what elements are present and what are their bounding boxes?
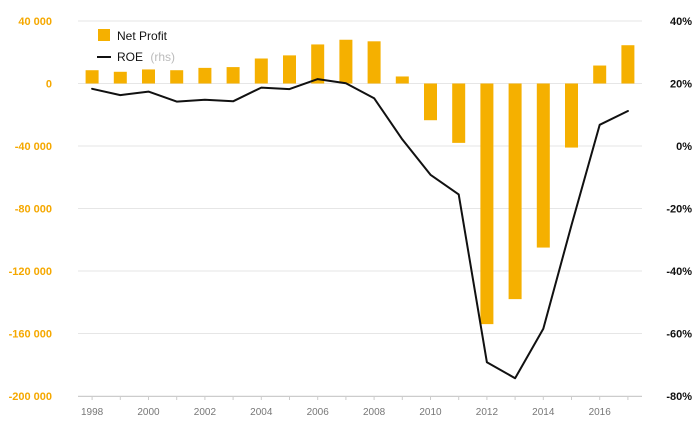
net-profit-bar — [508, 83, 522, 300]
net-profit-bar — [113, 71, 127, 84]
net-profit-bar — [85, 70, 99, 84]
right-axis-tick-label: -60% — [666, 329, 692, 341]
right-axis-tick-label: -20% — [666, 204, 692, 216]
x-axis-tick-label: 1998 — [81, 407, 104, 418]
left-axis-tick-label: -40 000 — [15, 141, 52, 153]
net-profit-bar — [480, 83, 494, 325]
x-axis-tick-label: 2002 — [194, 407, 217, 418]
right-axis-tick-label: 20% — [670, 79, 692, 91]
net-profit-bar — [395, 76, 409, 84]
legend: Net Profit ROE (rhs) — [97, 29, 175, 64]
net-profit-bar — [142, 69, 155, 84]
net-profit-bar — [254, 58, 268, 84]
net-profit-bar — [621, 45, 635, 84]
x-axis-tick-label: 2004 — [250, 407, 273, 418]
net-profit-bar — [339, 39, 353, 84]
net-profit-bar — [452, 83, 466, 143]
left-axis-tick-label: -80 000 — [15, 204, 52, 216]
left-axis-tick-label: -120 000 — [9, 266, 52, 278]
net-profit-bar — [565, 83, 578, 148]
legend-roe-suffix: (rhs) — [150, 50, 175, 64]
net-profit-bar — [198, 67, 212, 84]
legend-net-profit-label: Net Profit — [117, 29, 168, 43]
axes: 40 000 0 -40 000 -80 000 -120 000 -160 000 -20… — [9, 16, 693, 418]
x-axis-tick-label: 2016 — [589, 407, 612, 418]
x-axis-tick-label: 2000 — [137, 407, 160, 418]
x-axis-tick-label: 2006 — [307, 407, 330, 418]
net-profit-bar — [367, 41, 381, 84]
net-profit-bar — [170, 70, 184, 84]
net-profit-bar — [536, 83, 550, 248]
net-profit-bar — [424, 83, 437, 121]
x-axis-tick-label: 2014 — [532, 407, 555, 418]
net-profit-bars — [85, 39, 635, 325]
roe-line — [91, 78, 629, 380]
x-axis-tick-label: 2010 — [419, 407, 442, 418]
left-axis-tick-label: -200 000 — [9, 391, 52, 403]
roe-line-group — [91, 78, 629, 380]
right-axis-tick-label: 40% — [670, 16, 692, 28]
x-axis-tick-label: 2012 — [476, 407, 499, 418]
left-axis-tick-label: 40 000 — [18, 16, 52, 28]
net-profit-bar — [311, 44, 325, 84]
left-axis-tick-label: -160 000 — [9, 329, 52, 341]
net-profit-bar — [593, 65, 607, 84]
right-axis-tick-label: -80% — [666, 391, 692, 403]
x-axis-tick-label: 2008 — [363, 407, 386, 418]
legend-roe-label: ROE (rhs) — [117, 50, 175, 64]
gridlines — [78, 20, 642, 397]
right-axis-tick-label: -40% — [666, 266, 692, 278]
left-axis-tick-label: 0 — [46, 79, 52, 91]
net-profit-bar — [226, 67, 240, 84]
net-profit-bar — [283, 55, 296, 84]
legend-roe-name: ROE — [117, 50, 143, 64]
legend-net-profit-swatch — [98, 29, 110, 41]
right-axis-tick-label: 0% — [676, 141, 692, 153]
